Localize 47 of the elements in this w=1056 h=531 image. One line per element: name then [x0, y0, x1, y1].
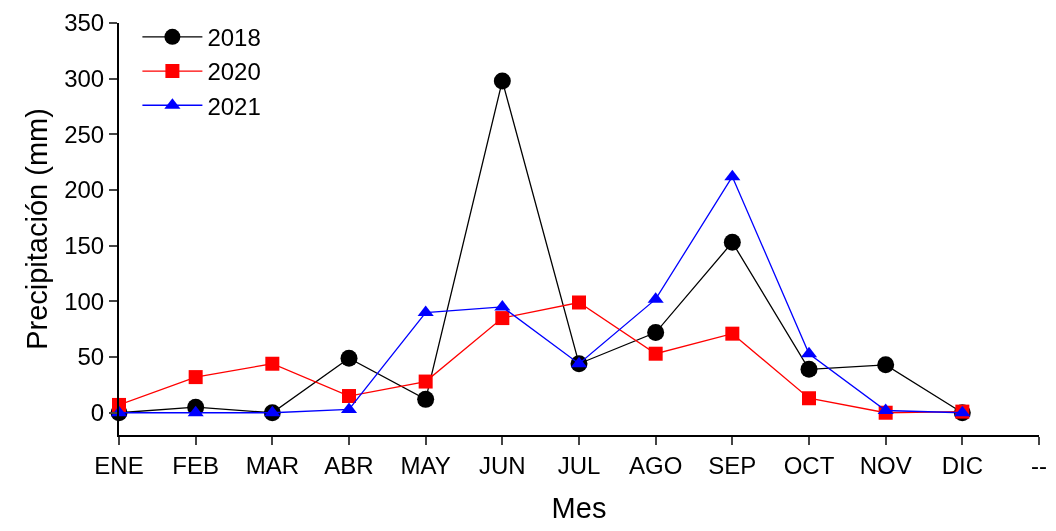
x-tick-label: JUN [478, 451, 526, 479]
x-tick-label: OCT [783, 451, 835, 479]
y-tick-label: 200 [64, 176, 105, 204]
point [340, 349, 358, 367]
y-tick-label: 150 [64, 232, 105, 260]
point [418, 374, 433, 389]
point [802, 391, 816, 406]
x-tick-label: MAR [245, 451, 299, 479]
point [188, 370, 203, 385]
x-tick-label: NOV [859, 451, 912, 479]
y-tick-label: 250 [64, 120, 105, 148]
point [877, 356, 895, 374]
x-tick-label: MAY [400, 451, 451, 479]
point [800, 360, 818, 378]
point [725, 326, 740, 341]
point [494, 299, 511, 311]
x-tick-label: SEP [708, 451, 757, 479]
y-tick-label: 0 [90, 399, 105, 427]
point [495, 311, 510, 326]
y-axis-title: Precipitación (mm) [21, 108, 53, 350]
point [648, 346, 663, 361]
y-tick-label: 350 [64, 9, 105, 37]
point [417, 305, 434, 317]
x-tick-label: DIC [941, 451, 983, 479]
x-tick-label: ENE [94, 451, 144, 479]
point [265, 356, 280, 371]
point [724, 169, 741, 181]
legend-label: 2021 [207, 92, 261, 120]
x-tick-label: JUL [557, 451, 601, 479]
x-tick-label: FEB [172, 451, 220, 479]
legend-label: 2018 [207, 24, 261, 52]
y-tick-label: 100 [64, 287, 105, 315]
x-tick-label: -- [1031, 451, 1047, 479]
point [572, 295, 586, 310]
point [342, 389, 356, 404]
point [187, 405, 204, 417]
point [647, 324, 665, 342]
x-axis-title: Mes [551, 492, 607, 525]
point [417, 390, 435, 408]
legend-label: 2020 [207, 58, 261, 86]
x-tick-label: ABR [324, 451, 374, 479]
point [264, 405, 281, 417]
y-tick-label: 300 [64, 65, 105, 93]
point [723, 233, 741, 251]
x-tick-label: AGO [629, 451, 683, 479]
y-tick-label: 50 [77, 343, 105, 371]
point [493, 72, 511, 90]
